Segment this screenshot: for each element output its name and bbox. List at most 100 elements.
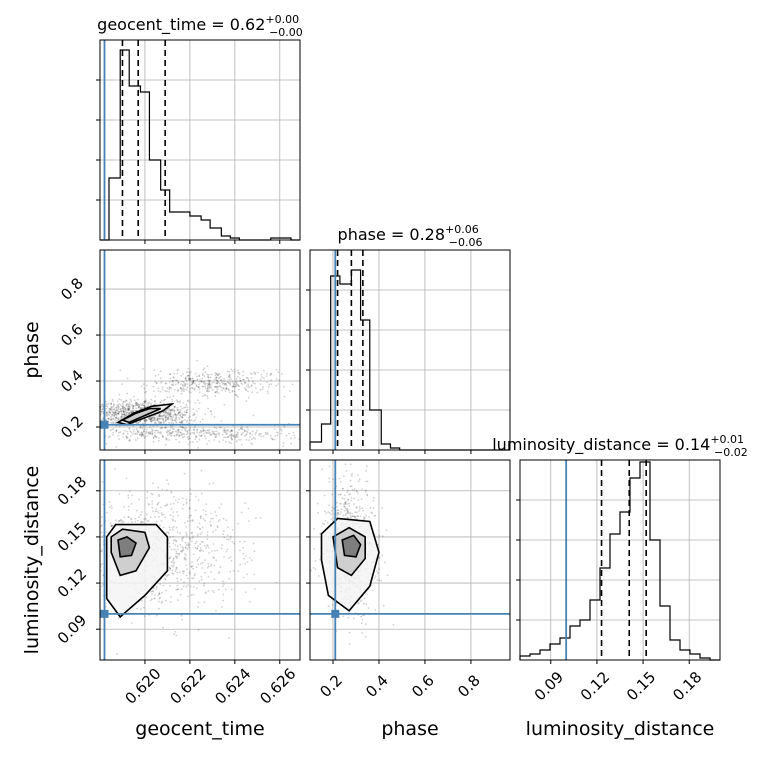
scatter-point: [257, 371, 259, 374]
scatter-point: [110, 418, 112, 421]
scatter-point: [218, 571, 221, 573]
scatter-point: [169, 415, 172, 418]
scatter-point: [173, 538, 176, 541]
scatter-point: [108, 411, 111, 413]
scatter-point: [149, 516, 152, 519]
scatter-point: [313, 528, 315, 530]
scatter-point: [201, 531, 203, 534]
scatter-point: [125, 477, 128, 480]
scatter-point: [176, 571, 179, 574]
scatter-point: [259, 383, 262, 386]
scatter-point: [349, 479, 352, 482]
scatter-point: [235, 435, 238, 438]
scatter-point: [377, 536, 380, 539]
scatter-point: [175, 540, 178, 543]
scatter-point: [178, 411, 181, 414]
scatter-point: [151, 500, 154, 503]
scatter-point: [199, 547, 202, 549]
scatter-point: [144, 420, 147, 423]
scatter-point: [168, 566, 171, 568]
scatter-point: [164, 390, 167, 392]
scatter-point: [210, 563, 213, 566]
scatter-point: [192, 377, 194, 380]
scatter-point: [214, 529, 217, 531]
scatter-point: [148, 401, 151, 404]
scatter-point: [178, 418, 181, 421]
scatter-point: [199, 550, 202, 552]
scatter-point: [145, 518, 147, 520]
scatter-point: [207, 375, 209, 378]
scatter-point: [113, 407, 116, 410]
scatter-point: [114, 413, 117, 416]
scatter-point: [270, 372, 273, 375]
scatter-point: [110, 406, 113, 409]
scatter-point: [127, 515, 130, 518]
scatter-point: [330, 509, 333, 512]
scatter-point: [230, 429, 233, 432]
scatter-point: [171, 431, 174, 433]
scatter-point: [245, 433, 248, 435]
scatter-point: [169, 601, 172, 603]
scatter-point: [174, 379, 177, 382]
scatter-point: [189, 377, 192, 380]
panel-frame: [309, 249, 511, 451]
scatter-point: [107, 436, 110, 439]
scatter-point: [150, 420, 152, 423]
scatter-point: [141, 434, 144, 436]
scatter-point: [171, 427, 174, 430]
scatter-point: [213, 426, 216, 429]
scatter-point: [111, 408, 113, 410]
scatter-point: [317, 511, 319, 514]
scatter-point: [174, 499, 177, 502]
scatter-point: [213, 432, 216, 435]
scatter-point: [179, 413, 182, 416]
title-luminosity_distance: luminosity_distance = 0.14+0.01 −0.02: [492, 433, 748, 459]
scatter-point: [179, 409, 182, 412]
scatter-point: [111, 429, 113, 431]
scatter-point: [216, 549, 219, 552]
scatter-point: [165, 437, 168, 440]
scatter-point: [162, 411, 165, 414]
scatter-point: [180, 550, 182, 553]
scatter-point: [217, 372, 220, 375]
scatter-point: [119, 403, 122, 406]
scatter-point: [127, 407, 130, 410]
scatter-point: [244, 562, 247, 565]
scatter-point: [184, 553, 186, 555]
scatter-point: [199, 517, 202, 520]
scatter-point: [178, 416, 180, 419]
scatter-point: [217, 588, 220, 591]
scatter-point: [364, 635, 367, 638]
scatter-point: [238, 428, 240, 431]
scatter-point: [245, 389, 247, 392]
scatter-point: [217, 520, 220, 523]
scatter-point: [239, 379, 242, 382]
scatter-point: [371, 589, 374, 592]
scatter-point: [168, 408, 171, 411]
scatter-point: [341, 497, 344, 500]
scatter-point: [137, 406, 140, 409]
scatter-point: [189, 378, 192, 380]
scatter-point: [110, 403, 112, 406]
scatter-point: [197, 563, 200, 566]
scatter-point: [128, 405, 131, 408]
scatter-point: [234, 436, 237, 439]
scatter-point: [378, 556, 381, 559]
scatter-point: [354, 515, 357, 518]
scatter-point: [343, 494, 346, 497]
scatter-point: [345, 501, 347, 503]
scatter-point: [117, 405, 119, 408]
scatter-point: [139, 420, 142, 423]
scatter-point: [170, 435, 173, 437]
scatter-point: [155, 588, 158, 590]
scatter-point: [154, 432, 156, 434]
scatter-point: [166, 409, 168, 412]
scatter-point: [185, 502, 188, 505]
scatter-point: [128, 490, 131, 492]
scatter-point: [208, 386, 211, 388]
scatter-point: [182, 503, 185, 506]
scatter-point: [239, 549, 241, 552]
scatter-point: [147, 503, 150, 505]
scatter-point: [232, 383, 235, 386]
scatter-point: [223, 429, 226, 432]
